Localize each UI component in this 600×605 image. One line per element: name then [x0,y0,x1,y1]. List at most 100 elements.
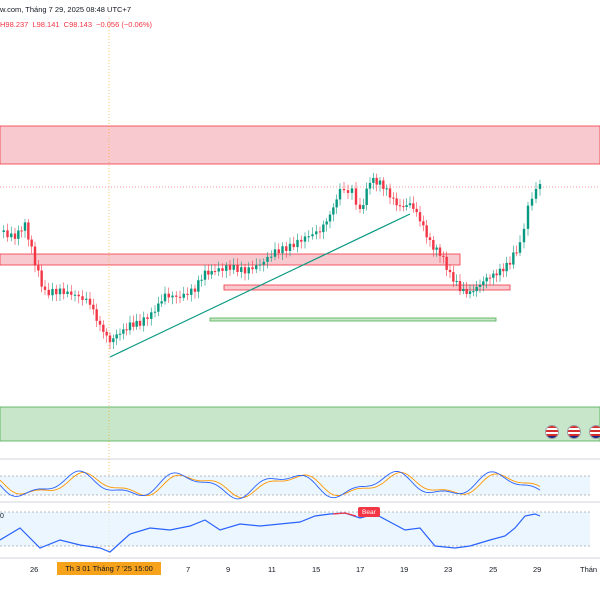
candle-body[interactable] [262,261,265,265]
candle-body[interactable] [17,230,20,239]
candle-body[interactable] [468,291,472,295]
candle-body[interactable] [33,246,37,266]
candle-body[interactable] [115,334,118,339]
candle-body[interactable] [522,228,526,243]
candle-body[interactable] [408,203,412,206]
candle-body[interactable] [217,268,220,272]
candle-body[interactable] [375,177,378,185]
candle-body[interactable] [534,188,538,199]
candle-body[interactable] [328,214,332,222]
candle-body[interactable] [47,289,50,296]
candle-body[interactable] [88,298,92,305]
candle-body[interactable] [160,301,163,304]
candle-body[interactable] [236,265,239,272]
candle-body[interactable] [288,243,292,251]
candle-body[interactable] [538,184,542,189]
candle-body[interactable] [225,265,228,271]
candle-body[interactable] [281,246,284,254]
candle-body[interactable] [270,256,273,258]
candle-body[interactable] [203,270,207,280]
candle-body[interactable] [508,262,512,265]
candle-body[interactable] [122,329,125,334]
candle-body[interactable] [273,249,277,257]
candle-body[interactable] [163,293,167,302]
candle-body[interactable] [350,188,354,193]
candle-body[interactable] [505,262,508,272]
candle-body[interactable] [530,198,534,206]
candle-body[interactable] [197,280,200,292]
candle-body[interactable] [251,267,254,270]
minor-resistance-zone[interactable] [223,284,511,291]
candle-body[interactable] [186,293,189,295]
stoch-k-line[interactable] [0,470,541,500]
candle-body[interactable] [296,239,299,248]
candle-body[interactable] [285,246,288,251]
candle-body[interactable] [175,295,178,297]
candle-body[interactable] [207,270,210,275]
candle-body[interactable] [200,279,203,281]
candle-body[interactable] [492,273,495,278]
candle-body[interactable] [247,267,250,274]
candle-body[interactable] [142,317,145,326]
candle-body[interactable] [135,320,138,327]
candle-body[interactable] [102,324,105,332]
candle-body[interactable] [171,295,174,298]
candle-body[interactable] [435,247,438,250]
candle-body[interactable] [412,203,415,209]
candle-body[interactable] [95,309,98,321]
candle-body[interactable] [322,224,325,233]
candle-body[interactable] [526,205,530,229]
candle-body[interactable] [495,273,498,276]
resistance-zone[interactable] [0,125,600,165]
candle-body[interactable] [30,239,33,247]
candle-body[interactable] [146,317,149,319]
candle-body[interactable] [37,265,40,271]
candle-body[interactable] [125,329,128,331]
candle-body[interactable] [23,222,27,231]
candle-body[interactable] [105,331,108,336]
candle-body[interactable] [485,277,488,282]
candle-body[interactable] [307,236,310,238]
candle-body[interactable] [6,230,9,238]
candle-body[interactable] [266,256,269,262]
candle-body[interactable] [475,286,478,292]
candle-body[interactable] [445,256,448,270]
candle-body[interactable] [258,264,262,266]
candle-body[interactable] [335,199,338,208]
candle-body[interactable] [221,268,224,271]
candle-body[interactable] [365,188,368,206]
candle-body[interactable] [398,205,402,207]
candle-body[interactable] [318,231,322,233]
candle-body[interactable] [85,298,88,300]
candle-body[interactable] [342,188,346,191]
candle-body[interactable] [465,288,468,295]
candle-body[interactable] [395,198,398,206]
candle-body[interactable] [402,206,405,208]
candle-body[interactable] [502,268,505,272]
candle-body[interactable] [422,221,425,226]
candle-body[interactable] [382,180,385,189]
candle-body[interactable] [153,311,157,313]
candle-body[interactable] [118,333,122,335]
candle-body[interactable] [73,294,77,296]
minor-support-zone[interactable] [209,317,497,322]
candle-body[interactable] [311,234,314,237]
candle-body[interactable] [243,267,247,274]
candle-body[interactable] [300,239,303,242]
candle-body[interactable] [358,204,362,209]
candle-body[interactable] [210,271,213,275]
candle-body[interactable] [13,233,17,239]
us-flag-icon[interactable] [567,425,581,439]
candle-body[interactable] [10,233,13,238]
candle-body[interactable] [332,207,335,215]
candle-body[interactable] [392,197,395,199]
candle-body[interactable] [240,267,243,272]
candle-body[interactable] [213,271,217,273]
candle-body[interactable] [98,320,102,325]
candle-body[interactable] [167,293,170,298]
candle-body[interactable] [315,231,318,235]
candle-body[interactable] [415,208,418,213]
candle-body[interactable] [70,291,73,295]
